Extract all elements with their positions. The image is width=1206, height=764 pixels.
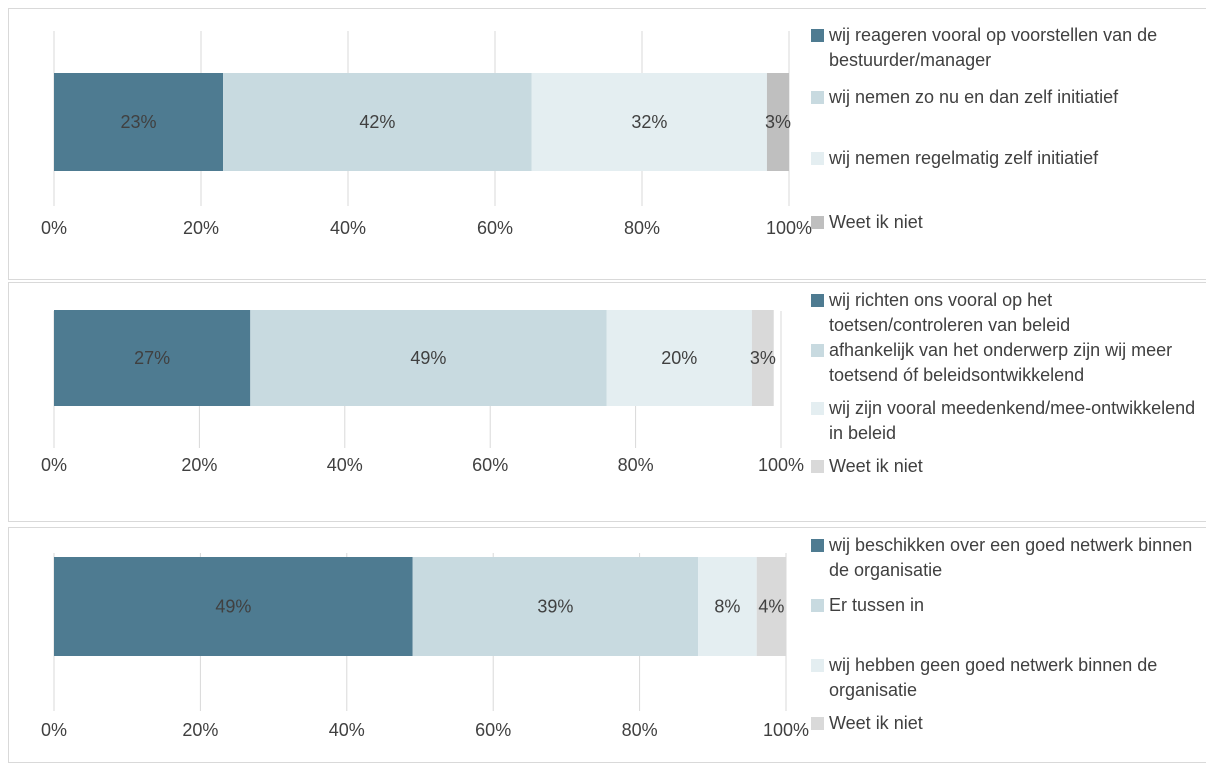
legend-label: afhankelijk van het onderwerp zijn wij m… bbox=[829, 340, 1173, 385]
data-label: 39% bbox=[537, 596, 573, 616]
legend-item: wij zijn vooral meedenkend/mee-ontwikkel… bbox=[811, 396, 1201, 446]
bar-segment bbox=[766, 73, 789, 171]
data-label: 32% bbox=[631, 112, 667, 132]
chart-panel: 0% 20% 40% 60% 80% 100% 23% 42% 32% 3% wij reagere… bbox=[8, 8, 1206, 280]
legend-label: Weet ik niet bbox=[829, 212, 923, 232]
chart: 0% 20% 40% 60% 80% 100% 23% 42% 32% 3% bbox=[41, 31, 812, 238]
data-label: 27% bbox=[134, 348, 170, 368]
data-label: 3% bbox=[765, 112, 791, 132]
legend-item: wij richten ons vooral op het toetsen/co… bbox=[811, 288, 1201, 338]
legend-item: Weet ik niet bbox=[811, 711, 1201, 736]
legend-item: wij reageren vooral op voorstellen van d… bbox=[811, 23, 1201, 73]
data-label: 49% bbox=[215, 596, 251, 616]
x-tick-label: 40% bbox=[329, 720, 365, 740]
data-label: 49% bbox=[410, 348, 446, 368]
bar-segment bbox=[751, 310, 774, 406]
legend-label: wij reageren vooral op voorstellen van d… bbox=[829, 25, 1158, 70]
bar-segment bbox=[756, 557, 786, 656]
legend-swatch bbox=[811, 539, 824, 552]
chart-panel: 0% 20% 40% 60% 80% 100% 27% 49% 20% 3% wij richten… bbox=[8, 282, 1206, 522]
bar-segment bbox=[606, 310, 752, 406]
x-tick-label: 0% bbox=[41, 455, 67, 475]
legend-label: wij richten ons vooral op het toetsen/co… bbox=[829, 290, 1071, 335]
x-tick-label: 80% bbox=[622, 720, 658, 740]
x-tick-label: 20% bbox=[181, 455, 217, 475]
bar-segment bbox=[54, 557, 413, 656]
bar-segment bbox=[412, 557, 699, 656]
x-tick-label: 40% bbox=[327, 455, 363, 475]
legend-label: Er tussen in bbox=[829, 595, 925, 615]
legend-label: wij nemen regelmatig zelf initiatief bbox=[829, 148, 1099, 168]
bar-segment bbox=[54, 73, 224, 171]
legend-swatch bbox=[811, 460, 824, 473]
x-tick-label: 100% bbox=[766, 218, 812, 238]
legend-swatch bbox=[811, 344, 824, 357]
legend-label: Weet ik niet bbox=[829, 456, 923, 476]
legend-label: wij hebben geen goed netwerk binnen de o… bbox=[829, 655, 1158, 700]
legend-item: wij beschikken over een goed netwerk bin… bbox=[811, 533, 1201, 583]
legend-item: wij hebben geen goed netwerk binnen de o… bbox=[811, 653, 1201, 703]
legend-swatch bbox=[811, 717, 824, 730]
data-label: 42% bbox=[359, 112, 395, 132]
x-tick-label: 0% bbox=[41, 218, 67, 238]
legend-item: wij nemen zo nu en dan zelf initiatief bbox=[811, 85, 1201, 110]
bar-segment bbox=[250, 310, 607, 406]
x-tick-label: 100% bbox=[763, 720, 809, 740]
legend-swatch bbox=[811, 402, 824, 415]
bar-segment bbox=[54, 310, 251, 406]
legend-label: wij zijn vooral meedenkend/mee-ontwikkel… bbox=[829, 398, 1196, 443]
chart: 0% 20% 40% 60% 80% 100% 49% 39% 8% 4% bbox=[41, 553, 809, 740]
data-label: 3% bbox=[750, 348, 776, 368]
legend-label: wij beschikken over een goed netwerk bin… bbox=[829, 535, 1193, 580]
legend-item: Weet ik niet bbox=[811, 210, 1201, 235]
legend-swatch bbox=[811, 659, 824, 672]
data-label: 4% bbox=[758, 596, 784, 616]
bar-segment bbox=[223, 73, 532, 171]
x-tick-label: 0% bbox=[41, 720, 67, 740]
legend-swatch bbox=[811, 29, 824, 42]
legend-swatch bbox=[811, 152, 824, 165]
legend-swatch bbox=[811, 599, 824, 612]
chart: 0% 20% 40% 60% 80% 100% 27% 49% 20% 3% bbox=[41, 310, 804, 475]
legend-item: Er tussen in bbox=[811, 593, 1201, 618]
legend-item: afhankelijk van het onderwerp zijn wij m… bbox=[811, 338, 1201, 388]
x-tick-label: 20% bbox=[183, 218, 219, 238]
x-tick-label: 20% bbox=[182, 720, 218, 740]
bar-segment bbox=[531, 73, 767, 171]
legend-swatch bbox=[811, 91, 824, 104]
data-label: 23% bbox=[121, 112, 157, 132]
legend-label: Weet ik niet bbox=[829, 713, 923, 733]
x-tick-label: 100% bbox=[758, 455, 804, 475]
x-tick-label: 40% bbox=[330, 218, 366, 238]
legend-item: wij nemen regelmatig zelf initiatief bbox=[811, 146, 1201, 171]
x-tick-label: 60% bbox=[472, 455, 508, 475]
bar-segment bbox=[698, 557, 757, 656]
data-label: 20% bbox=[661, 348, 697, 368]
x-tick-label: 60% bbox=[477, 218, 513, 238]
legend-swatch bbox=[811, 216, 824, 229]
x-tick-label: 80% bbox=[624, 218, 660, 238]
x-tick-label: 80% bbox=[618, 455, 654, 475]
legend-item: Weet ik niet bbox=[811, 454, 1201, 479]
legend-swatch bbox=[811, 294, 824, 307]
chart-panel: 0% 20% 40% 60% 80% 100% 49% 39% 8% 4% wij beschikk… bbox=[8, 527, 1206, 763]
legend-label: wij nemen zo nu en dan zelf initiatief bbox=[829, 87, 1119, 107]
data-label: 8% bbox=[714, 596, 740, 616]
x-tick-label: 60% bbox=[475, 720, 511, 740]
